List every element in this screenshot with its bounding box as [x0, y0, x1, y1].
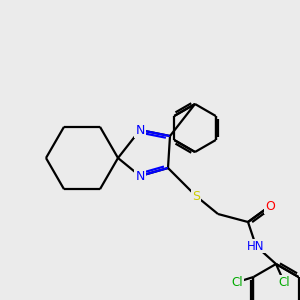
Text: Cl: Cl [232, 275, 243, 289]
Text: S: S [192, 190, 200, 202]
Text: Cl: Cl [278, 275, 290, 289]
Text: O: O [265, 200, 275, 212]
Text: HN: HN [247, 239, 265, 253]
Text: N: N [135, 124, 145, 136]
Text: N: N [135, 169, 145, 182]
